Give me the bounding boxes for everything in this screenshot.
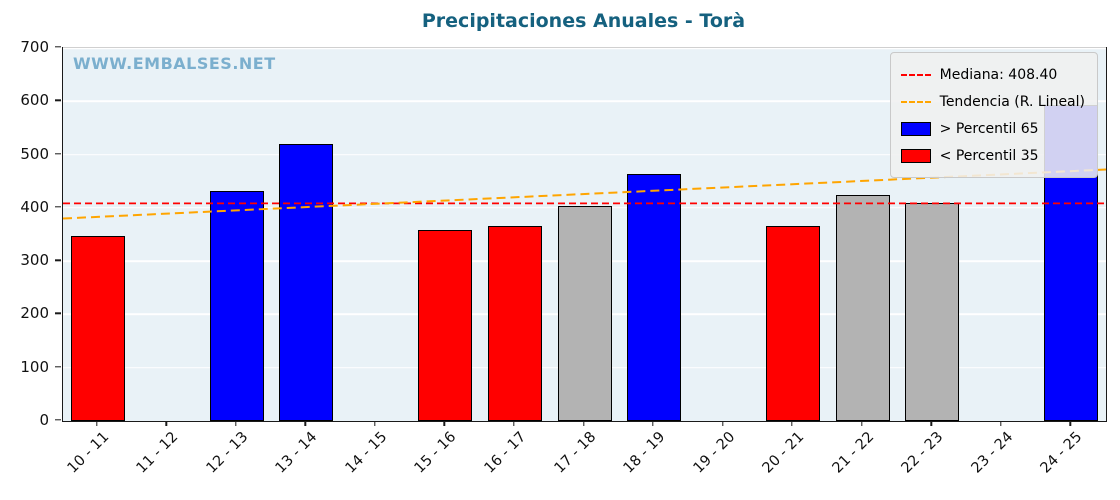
y-tick-label: 600 bbox=[20, 91, 49, 110]
chart-title: Precipitaciones Anuales - Torà bbox=[421, 10, 746, 32]
y-axis: 0 100 200 300 400 500 600 700 bbox=[0, 38, 61, 429]
x-tick-mark bbox=[860, 421, 863, 426]
legend-item: < Percentil 35 bbox=[900, 142, 1085, 169]
legend-item: Mediana: 408.40 bbox=[900, 61, 1085, 88]
legend: Mediana: 408.40 Tendencia (R. Lineal) > Pe… bbox=[889, 52, 1098, 178]
x-tick-mark bbox=[165, 421, 167, 426]
x-tick-label: 17 - 18 bbox=[551, 429, 599, 477]
x-tick-label: 15 - 16 bbox=[412, 429, 460, 477]
x-tick-label: 21 - 22 bbox=[829, 429, 877, 477]
x-tick-mark bbox=[304, 421, 307, 426]
x-tick-label: 11 - 12 bbox=[133, 429, 182, 477]
x-tick-mark bbox=[1069, 421, 1071, 426]
x-tick-label: 22 - 23 bbox=[898, 429, 947, 477]
bar-22-23 bbox=[905, 202, 960, 421]
x-tick-mark bbox=[96, 421, 98, 426]
y-tick-mark bbox=[55, 99, 61, 101]
y-tick-label: 0 bbox=[39, 411, 49, 429]
y-tick-label: 300 bbox=[20, 251, 49, 270]
legend-item: > Percentil 65 bbox=[900, 115, 1085, 142]
x-tick-label: 13 - 14 bbox=[273, 429, 321, 477]
y-tick-mark bbox=[55, 259, 61, 261]
x-axis: 10 - 11 11 - 12 12 - 13 13 - 14 14 - 15 15 - … bbox=[62, 421, 1105, 499]
x-tick-mark bbox=[721, 421, 724, 426]
x-tick-mark bbox=[374, 421, 376, 426]
y-tick-mark bbox=[55, 206, 61, 208]
bar-10-11 bbox=[70, 235, 125, 421]
y-tick-mark bbox=[55, 419, 61, 421]
x-tick-label: 18 - 19 bbox=[620, 429, 669, 477]
x-tick-mark bbox=[652, 421, 654, 426]
x-tick-mark bbox=[443, 421, 446, 426]
bar-20-21 bbox=[766, 225, 821, 421]
x-tick-mark bbox=[582, 421, 585, 426]
x-tick-label: 14 - 15 bbox=[342, 429, 391, 477]
bar-13-14 bbox=[279, 143, 334, 421]
y-tick-label: 700 bbox=[20, 38, 49, 56]
y-tick-mark bbox=[55, 152, 61, 155]
legend-dashed-line-sample bbox=[900, 100, 931, 103]
bar-15-16 bbox=[418, 230, 473, 421]
legend-item: Tendencia (R. Lineal) bbox=[900, 88, 1085, 115]
legend-patch-sample bbox=[900, 121, 931, 136]
x-tick-label: 23 - 24 bbox=[968, 429, 1017, 477]
bar-18-19 bbox=[627, 174, 682, 421]
gridline bbox=[63, 100, 1106, 103]
y-tick-label: 100 bbox=[20, 357, 49, 376]
x-tick-mark bbox=[791, 421, 793, 426]
x-tick-mark bbox=[999, 421, 1002, 426]
x-tick-label: 19 - 20 bbox=[690, 429, 738, 477]
legend-patch-sample bbox=[900, 148, 931, 163]
legend-dashed-line-sample bbox=[900, 73, 931, 76]
x-tick-label: 20 - 21 bbox=[759, 429, 808, 477]
bar-17-18 bbox=[557, 205, 612, 421]
x-tick-label: 12 - 13 bbox=[203, 429, 252, 477]
x-tick-label: 24 - 25 bbox=[1037, 429, 1086, 477]
y-tick-label: 500 bbox=[20, 144, 49, 163]
legend-label: < Percentil 35 bbox=[939, 147, 1039, 164]
y-tick-label: 200 bbox=[20, 304, 49, 323]
legend-label: Tendencia (R. Lineal) bbox=[939, 93, 1085, 110]
x-tick-label: 16 - 17 bbox=[481, 429, 530, 477]
bar-12-13 bbox=[209, 190, 264, 421]
gridline bbox=[63, 153, 1106, 156]
y-tick-mark bbox=[55, 46, 61, 48]
bar-16-17 bbox=[487, 225, 542, 421]
bar-21-22 bbox=[835, 195, 890, 421]
x-tick-mark bbox=[235, 421, 237, 426]
legend-label: > Percentil 65 bbox=[939, 120, 1039, 137]
x-tick-mark bbox=[513, 421, 515, 426]
y-tick-mark bbox=[55, 366, 61, 368]
x-tick-label: 10 - 11 bbox=[64, 429, 113, 477]
x-tick-mark bbox=[930, 421, 932, 426]
y-tick-label: 400 bbox=[20, 197, 49, 216]
watermark: WWW.EMBALSES.NET bbox=[73, 54, 276, 73]
gridline bbox=[63, 47, 1106, 49]
legend-label: Mediana: 408.40 bbox=[939, 66, 1058, 83]
y-tick-mark bbox=[55, 312, 61, 315]
